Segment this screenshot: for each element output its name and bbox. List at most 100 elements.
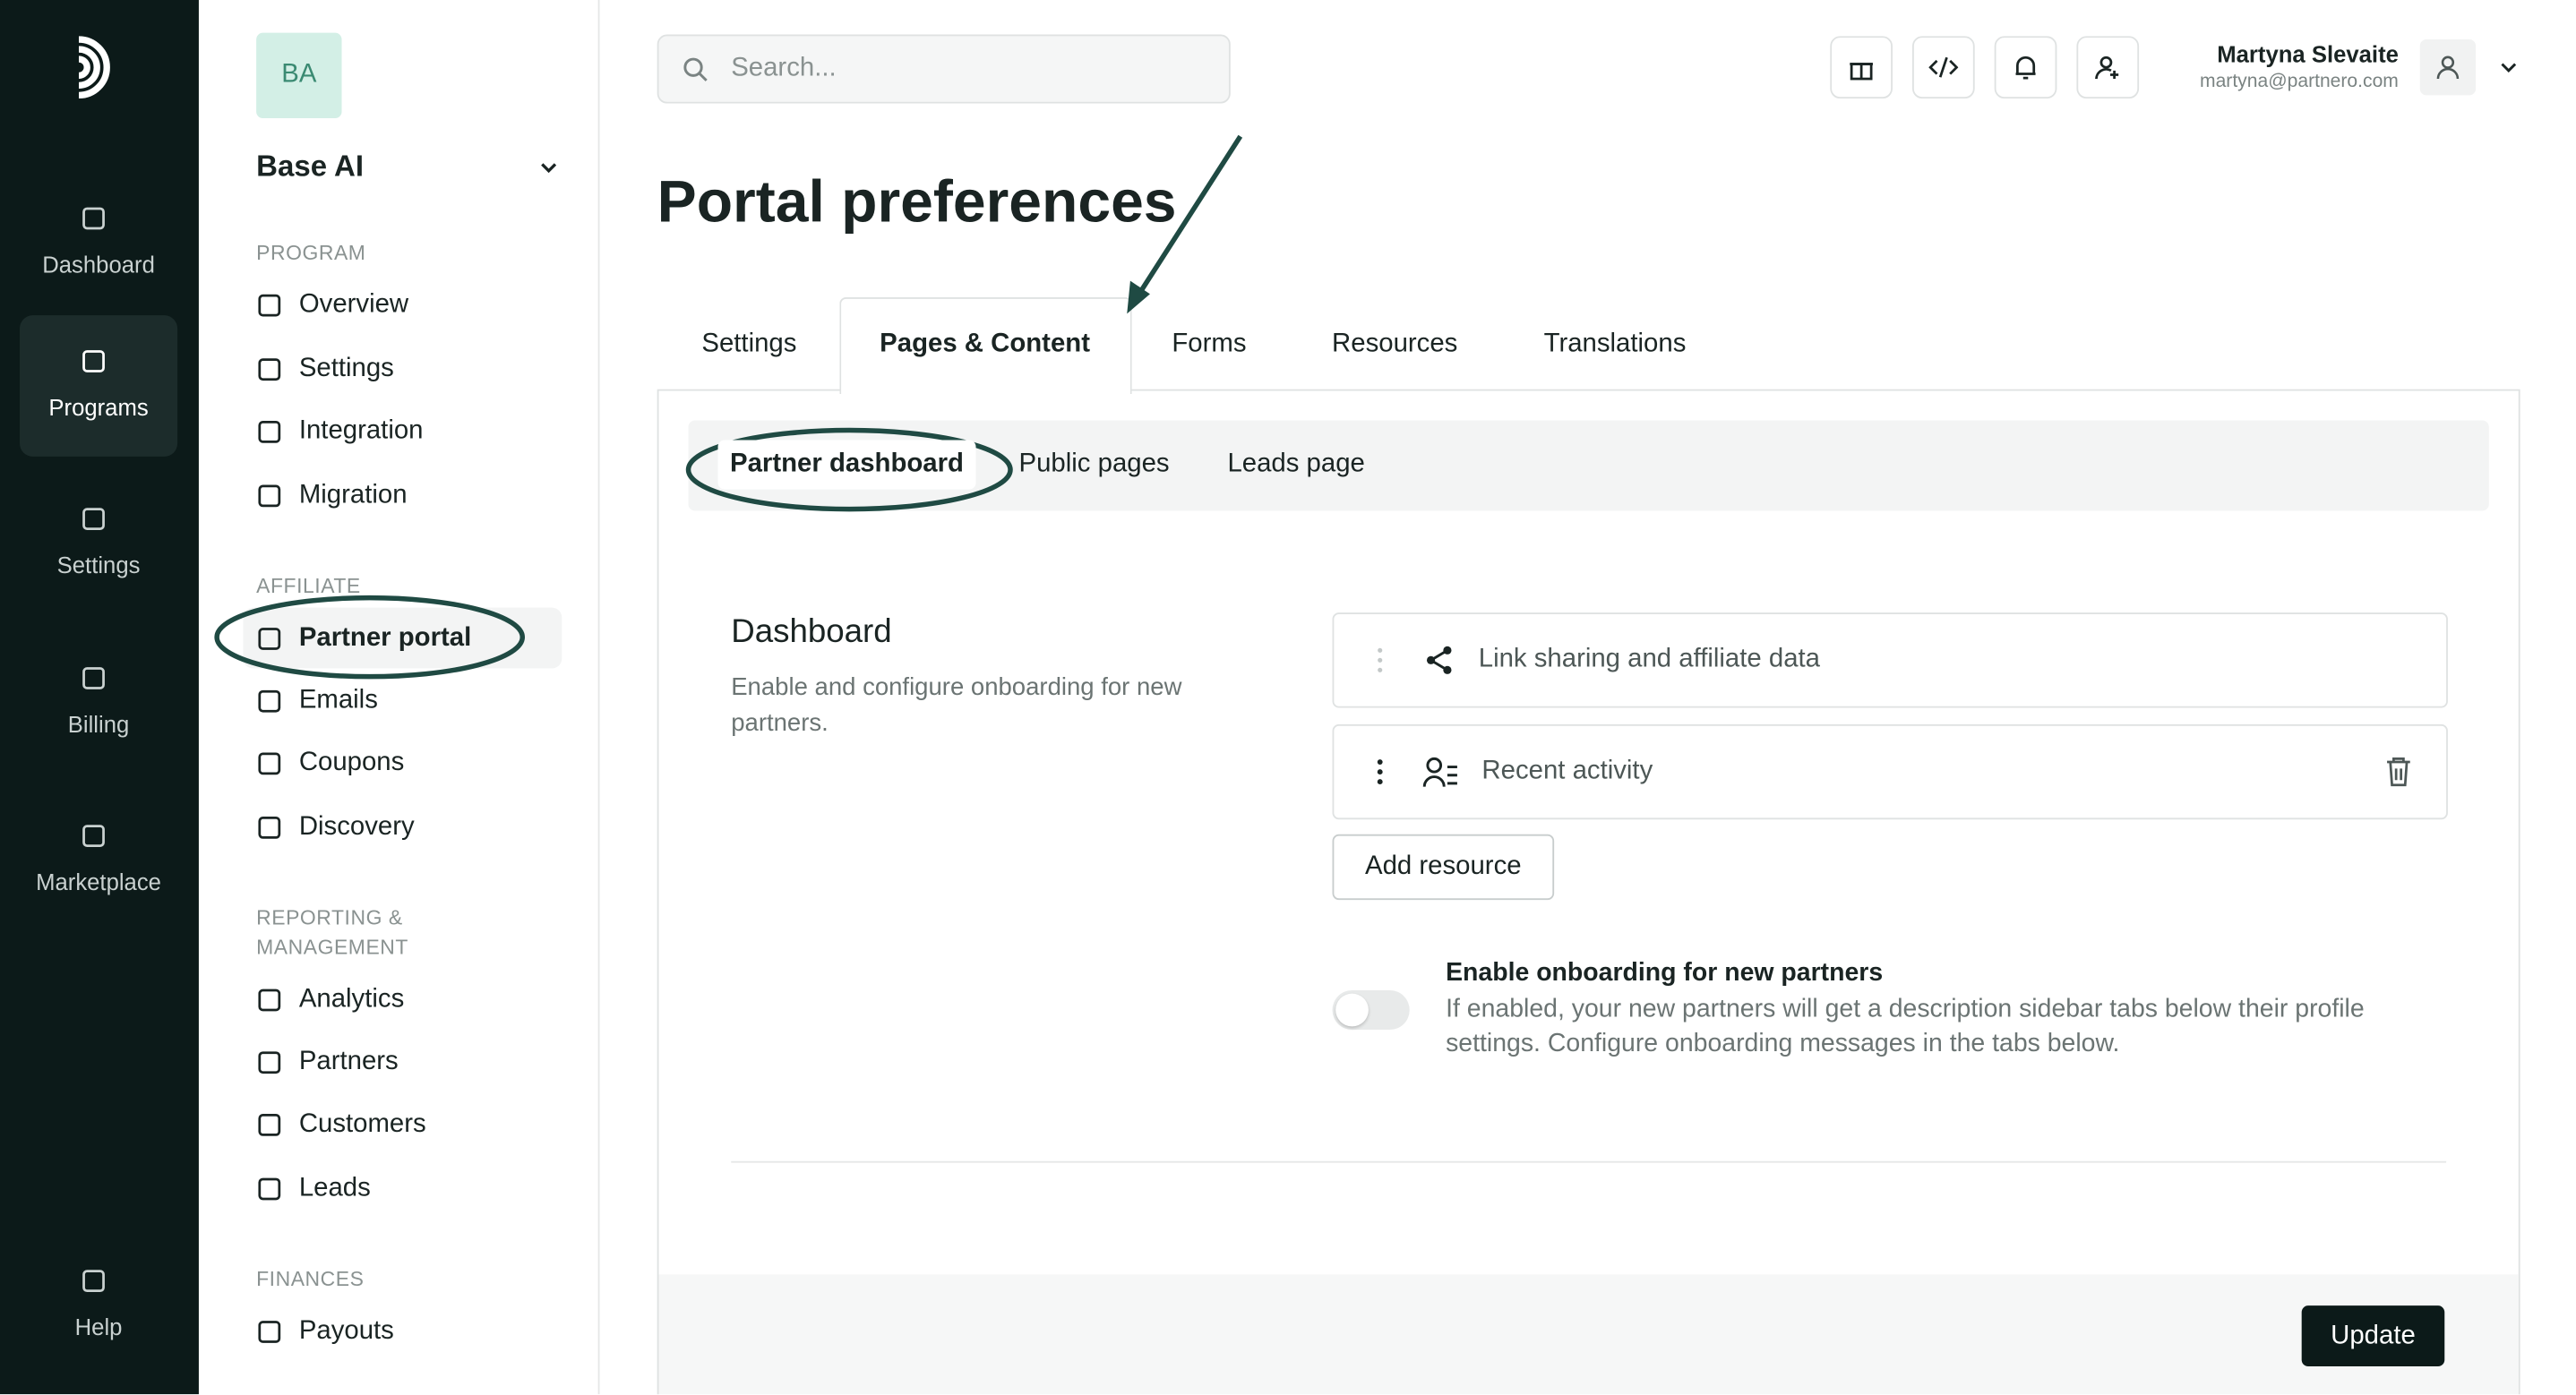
icon bbox=[82, 350, 105, 372]
user-name: Martyna Slevaite bbox=[2217, 40, 2399, 68]
share-icon bbox=[1426, 646, 1452, 674]
icon bbox=[1850, 63, 1873, 81]
rail-item[interactable]: Programs bbox=[20, 315, 178, 457]
nav-item[interactable]: Leads bbox=[243, 1158, 562, 1219]
user-info[interactable]: Martyna Slevaite martyna@partnero.com bbox=[2200, 41, 2399, 92]
chevron[interactable] bbox=[2499, 59, 2519, 75]
nav-item[interactable]: Migration bbox=[243, 465, 562, 526]
tab[interactable]: Forms bbox=[1172, 329, 1247, 358]
widget-card[interactable]: Recent activity bbox=[1332, 723, 2448, 820]
tab[interactable]: Translations bbox=[1543, 329, 1687, 358]
icon-rail: Dashboard Programs Settings Billing Marketpl… bbox=[0, 0, 199, 1395]
panel bbox=[657, 389, 2520, 1395]
icon bbox=[258, 293, 281, 316]
icon bbox=[258, 1113, 281, 1135]
nav-label: Partner portal bbox=[298, 623, 472, 652]
nav-item[interactable]: Settings bbox=[243, 338, 562, 399]
user-avatar[interactable] bbox=[2419, 39, 2477, 96]
toggle-knob bbox=[1335, 993, 1369, 1027]
rail-item[interactable]: Settings bbox=[20, 473, 177, 614]
icon bbox=[258, 816, 281, 838]
rail-item[interactable]: Billing bbox=[20, 632, 177, 774]
delete-icon[interactable] bbox=[2383, 756, 2413, 789]
icon bbox=[82, 508, 105, 530]
bell-button[interactable] bbox=[1994, 36, 2057, 99]
section-title: Dashboard bbox=[731, 613, 892, 651]
icon bbox=[258, 627, 281, 649]
nav-label: Discovery bbox=[298, 812, 415, 841]
tab[interactable]: Settings bbox=[701, 329, 797, 358]
active-tab-bg bbox=[839, 296, 1132, 395]
section-title: AFFILIATE bbox=[256, 574, 361, 598]
nav-label: Analytics bbox=[298, 984, 405, 1013]
icon bbox=[82, 207, 105, 230]
section-title: PROGRAM bbox=[256, 241, 366, 265]
icon bbox=[2436, 56, 2460, 80]
nav-item[interactable]: Partners bbox=[243, 1031, 562, 1092]
rail-item[interactable]: Marketplace bbox=[20, 790, 177, 931]
rail-item[interactable]: Help bbox=[20, 1235, 177, 1376]
subtab[interactable]: Public pages bbox=[1018, 449, 1170, 478]
search-box[interactable]: Search... bbox=[657, 34, 1231, 104]
nav-item[interactable]: Overview bbox=[243, 274, 562, 335]
search-icon bbox=[683, 57, 708, 81]
activity-icon bbox=[1422, 757, 1457, 787]
nav-label: Partners bbox=[298, 1047, 399, 1075]
icon bbox=[258, 1050, 281, 1074]
subtab[interactable]: Partner dashboard bbox=[717, 440, 976, 490]
section-title: FINANCES bbox=[256, 1267, 365, 1291]
code-button[interactable] bbox=[1911, 36, 1975, 99]
toggle-title: Enable onboarding for new partners bbox=[1446, 959, 1884, 988]
section-description: Enable and configure onboarding for new … bbox=[731, 673, 1182, 738]
nav-label: Leads bbox=[298, 1173, 371, 1202]
icon bbox=[258, 751, 281, 775]
gift-button[interactable] bbox=[1830, 36, 1893, 99]
nav-item[interactable]: Coupons bbox=[243, 732, 562, 793]
user-email: martyna@partnero.com bbox=[2199, 72, 2399, 92]
divider bbox=[731, 1160, 2447, 1163]
icon bbox=[258, 1320, 281, 1342]
add-resource-button[interactable]: Add resource bbox=[1332, 834, 1555, 901]
rail-item[interactable]: Dashboard bbox=[20, 173, 177, 314]
footer-bar bbox=[658, 1274, 2519, 1395]
nav-item[interactable]: Partner portal bbox=[243, 607, 562, 669]
section-title: REPORTING & MANAGEMENT bbox=[256, 906, 408, 960]
nav-label: Settings bbox=[298, 354, 394, 382]
nav-label: Emails bbox=[298, 685, 378, 714]
drag-handle bbox=[1377, 759, 1383, 785]
logo bbox=[78, 36, 110, 99]
widget-label: Link sharing and affiliate data bbox=[1478, 645, 1821, 674]
toggle[interactable] bbox=[1332, 990, 1410, 1031]
nav-label: Coupons bbox=[298, 748, 405, 776]
tab[interactable]: Pages & Content bbox=[880, 329, 1090, 358]
workspace-avatar: BA bbox=[256, 32, 342, 119]
icon bbox=[258, 988, 281, 1011]
update-button[interactable]: Update bbox=[2301, 1305, 2445, 1367]
widget-label: Recent activity bbox=[1481, 757, 1653, 785]
nav-label: Migration bbox=[298, 480, 408, 509]
icon bbox=[258, 484, 281, 507]
nav-label: Customers bbox=[298, 1108, 426, 1138]
subtab[interactable]: Leads page bbox=[1227, 449, 1365, 478]
widget-card[interactable]: Link sharing and affiliate data bbox=[1332, 612, 2448, 708]
icon bbox=[258, 1177, 281, 1200]
nav-item[interactable]: Customers bbox=[243, 1094, 562, 1155]
toggle-description: If enabled, your new partners will get a… bbox=[1446, 995, 2365, 1058]
search-placeholder: Search... bbox=[731, 54, 837, 82]
nav-label: Integration bbox=[298, 415, 424, 445]
nav-item[interactable]: Payouts bbox=[243, 1301, 562, 1362]
icon bbox=[82, 825, 105, 847]
invite-button[interactable] bbox=[2076, 36, 2140, 99]
nav-label: Overview bbox=[298, 289, 409, 318]
tab[interactable]: Resources bbox=[1332, 329, 1458, 358]
nav-label: Payouts bbox=[298, 1316, 394, 1345]
workspace-name[interactable]: Base AI bbox=[256, 149, 365, 183]
chevron[interactable] bbox=[539, 159, 559, 175]
nav-item[interactable]: Integration bbox=[243, 401, 562, 462]
nav-item[interactable]: Emails bbox=[243, 670, 562, 731]
nav-item[interactable]: Analytics bbox=[243, 969, 562, 1030]
nav-item[interactable]: Discovery bbox=[243, 797, 562, 858]
icon bbox=[258, 357, 281, 381]
icon bbox=[82, 1270, 105, 1293]
